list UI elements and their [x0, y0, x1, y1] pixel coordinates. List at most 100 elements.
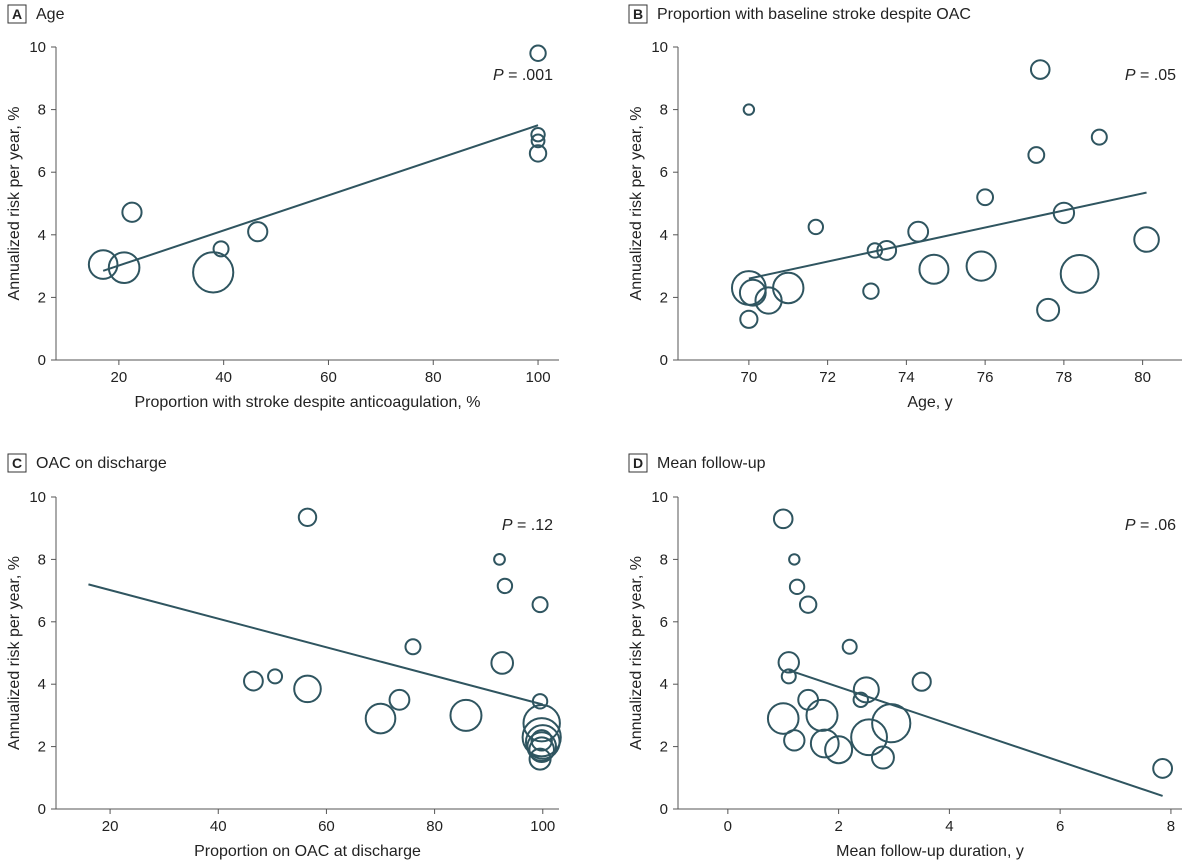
data-point-bubble — [293, 674, 322, 704]
x-tick-label: 2 — [834, 818, 842, 835]
data-point-bubble — [528, 747, 552, 771]
data-point-bubble — [212, 240, 230, 258]
panel-d: D Mean follow-up 0 2 4 6 8 10 0 2 4 6 8 Mean follow-u… — [628, 453, 1182, 860]
data-point-bubble — [805, 698, 839, 732]
data-point-bubble — [530, 729, 553, 752]
x-tick-label: 100 — [526, 369, 551, 386]
y-axis-title: Annualized risk per year, % — [628, 107, 645, 301]
y-tick-label: 0 — [38, 801, 46, 818]
data-point-bubble — [824, 735, 854, 765]
data-point-bubble — [798, 595, 818, 614]
data-point-bubble — [531, 596, 549, 614]
y-tick-label: 0 — [660, 352, 668, 369]
panel-letter: C — [12, 455, 22, 471]
data-point-bubble — [788, 553, 801, 566]
data-point-bubble — [243, 670, 264, 692]
panel-letter: B — [633, 6, 643, 22]
data-point-bubble — [739, 309, 759, 329]
x-tick-label: 40 — [215, 369, 232, 386]
x-tick-label: 80 — [1134, 369, 1151, 386]
x-tick-label: 20 — [102, 818, 119, 835]
p-value-symbol: P — [1125, 517, 1136, 534]
x-tick-label: 60 — [320, 369, 337, 386]
x-tick-label: 72 — [819, 369, 836, 386]
data-point-bubble — [1029, 59, 1051, 80]
y-tick-label: 8 — [660, 551, 668, 568]
y-tick-label: 6 — [38, 164, 46, 181]
y-tick-label: 0 — [660, 801, 668, 818]
x-axis-title: Proportion on OAC at discharge — [194, 843, 421, 860]
data-point-bubble — [777, 651, 800, 674]
panel-letter-box — [628, 453, 648, 473]
p-value-number: = .001 — [504, 67, 553, 84]
regression-line — [102, 124, 539, 272]
data-point-bubble — [772, 508, 794, 530]
y-tick-label: 8 — [38, 551, 46, 568]
x-tick-label: 4 — [945, 818, 953, 835]
data-point-bubble — [738, 278, 767, 307]
data-point-bubble — [496, 577, 514, 595]
x-axis-title: Age, y — [907, 394, 952, 411]
p-value-label: P = .001 — [493, 67, 553, 84]
data-point-bubble — [788, 578, 806, 596]
data-point-bubble — [1036, 297, 1061, 322]
panel-b: B Proportion with baseline stroke despite… — [628, 4, 1182, 411]
data-point-bubble — [911, 671, 932, 692]
p-value-number: = .12 — [513, 517, 554, 534]
y-axis-title: Annualized risk per year, % — [628, 556, 645, 750]
regression-line — [748, 191, 1147, 280]
data-point-bubble — [107, 251, 141, 284]
data-point-bubble — [742, 103, 756, 116]
y-tick-label: 8 — [38, 102, 46, 119]
data-point-bubble — [388, 688, 411, 711]
x-tick-label: 74 — [898, 369, 915, 386]
data-point-bubble — [87, 249, 119, 280]
data-point-bubble — [852, 676, 880, 704]
x-tick-label: 80 — [426, 818, 443, 835]
panel-title: OAC on discharge — [36, 455, 167, 472]
panel-letter-box — [628, 4, 648, 24]
p-value-symbol: P — [1125, 67, 1136, 84]
data-point-bubble — [807, 218, 825, 236]
p-value-number: = .05 — [1136, 67, 1177, 84]
regression-line — [788, 669, 1163, 797]
y-tick-label: 4 — [38, 676, 46, 693]
y-tick-label: 10 — [29, 489, 46, 506]
y-tick-label: 2 — [38, 289, 46, 306]
panel-letter: D — [633, 455, 643, 471]
data-point-bubble — [526, 731, 557, 762]
y-tick-label: 10 — [651, 489, 668, 506]
data-point-bubble — [364, 702, 397, 735]
y-tick-label: 10 — [651, 39, 668, 56]
data-point-bubble — [841, 638, 858, 655]
panel-letter-box — [7, 453, 27, 473]
data-point-bubble — [528, 144, 548, 163]
p-value-symbol: P — [493, 67, 504, 84]
data-point-bubble — [754, 286, 783, 315]
data-point-bubble — [493, 553, 506, 566]
x-axis-title: Mean follow-up duration, y — [836, 843, 1024, 860]
y-tick-label: 6 — [660, 614, 668, 631]
data-point-bubble — [530, 133, 546, 149]
data-point-bubble — [1027, 146, 1046, 164]
panel-letter-box — [7, 4, 27, 24]
p-value-label: P = .05 — [1125, 67, 1176, 84]
y-tick-label: 2 — [660, 289, 668, 306]
regression-line — [88, 583, 544, 706]
data-point-bubble — [528, 736, 555, 764]
data-point-bubble — [772, 271, 805, 305]
data-point-bubble — [297, 507, 318, 527]
y-tick-label: 2 — [38, 739, 46, 756]
x-axis-title: Proportion with stroke despite anticoagu… — [135, 394, 481, 411]
data-point-bubble — [531, 693, 549, 710]
data-point-bubble — [797, 688, 820, 711]
y-axis-title: Annualized risk per year, % — [6, 556, 23, 750]
data-point-bubble — [766, 702, 800, 735]
x-tick-label: 6 — [1056, 818, 1064, 835]
panel-letter: A — [12, 6, 22, 22]
data-point-bubble — [907, 220, 930, 243]
data-point-bubble — [524, 724, 561, 760]
data-point-bubble — [529, 44, 547, 62]
x-tick-label: 100 — [530, 818, 555, 835]
y-tick-label: 4 — [38, 227, 46, 244]
